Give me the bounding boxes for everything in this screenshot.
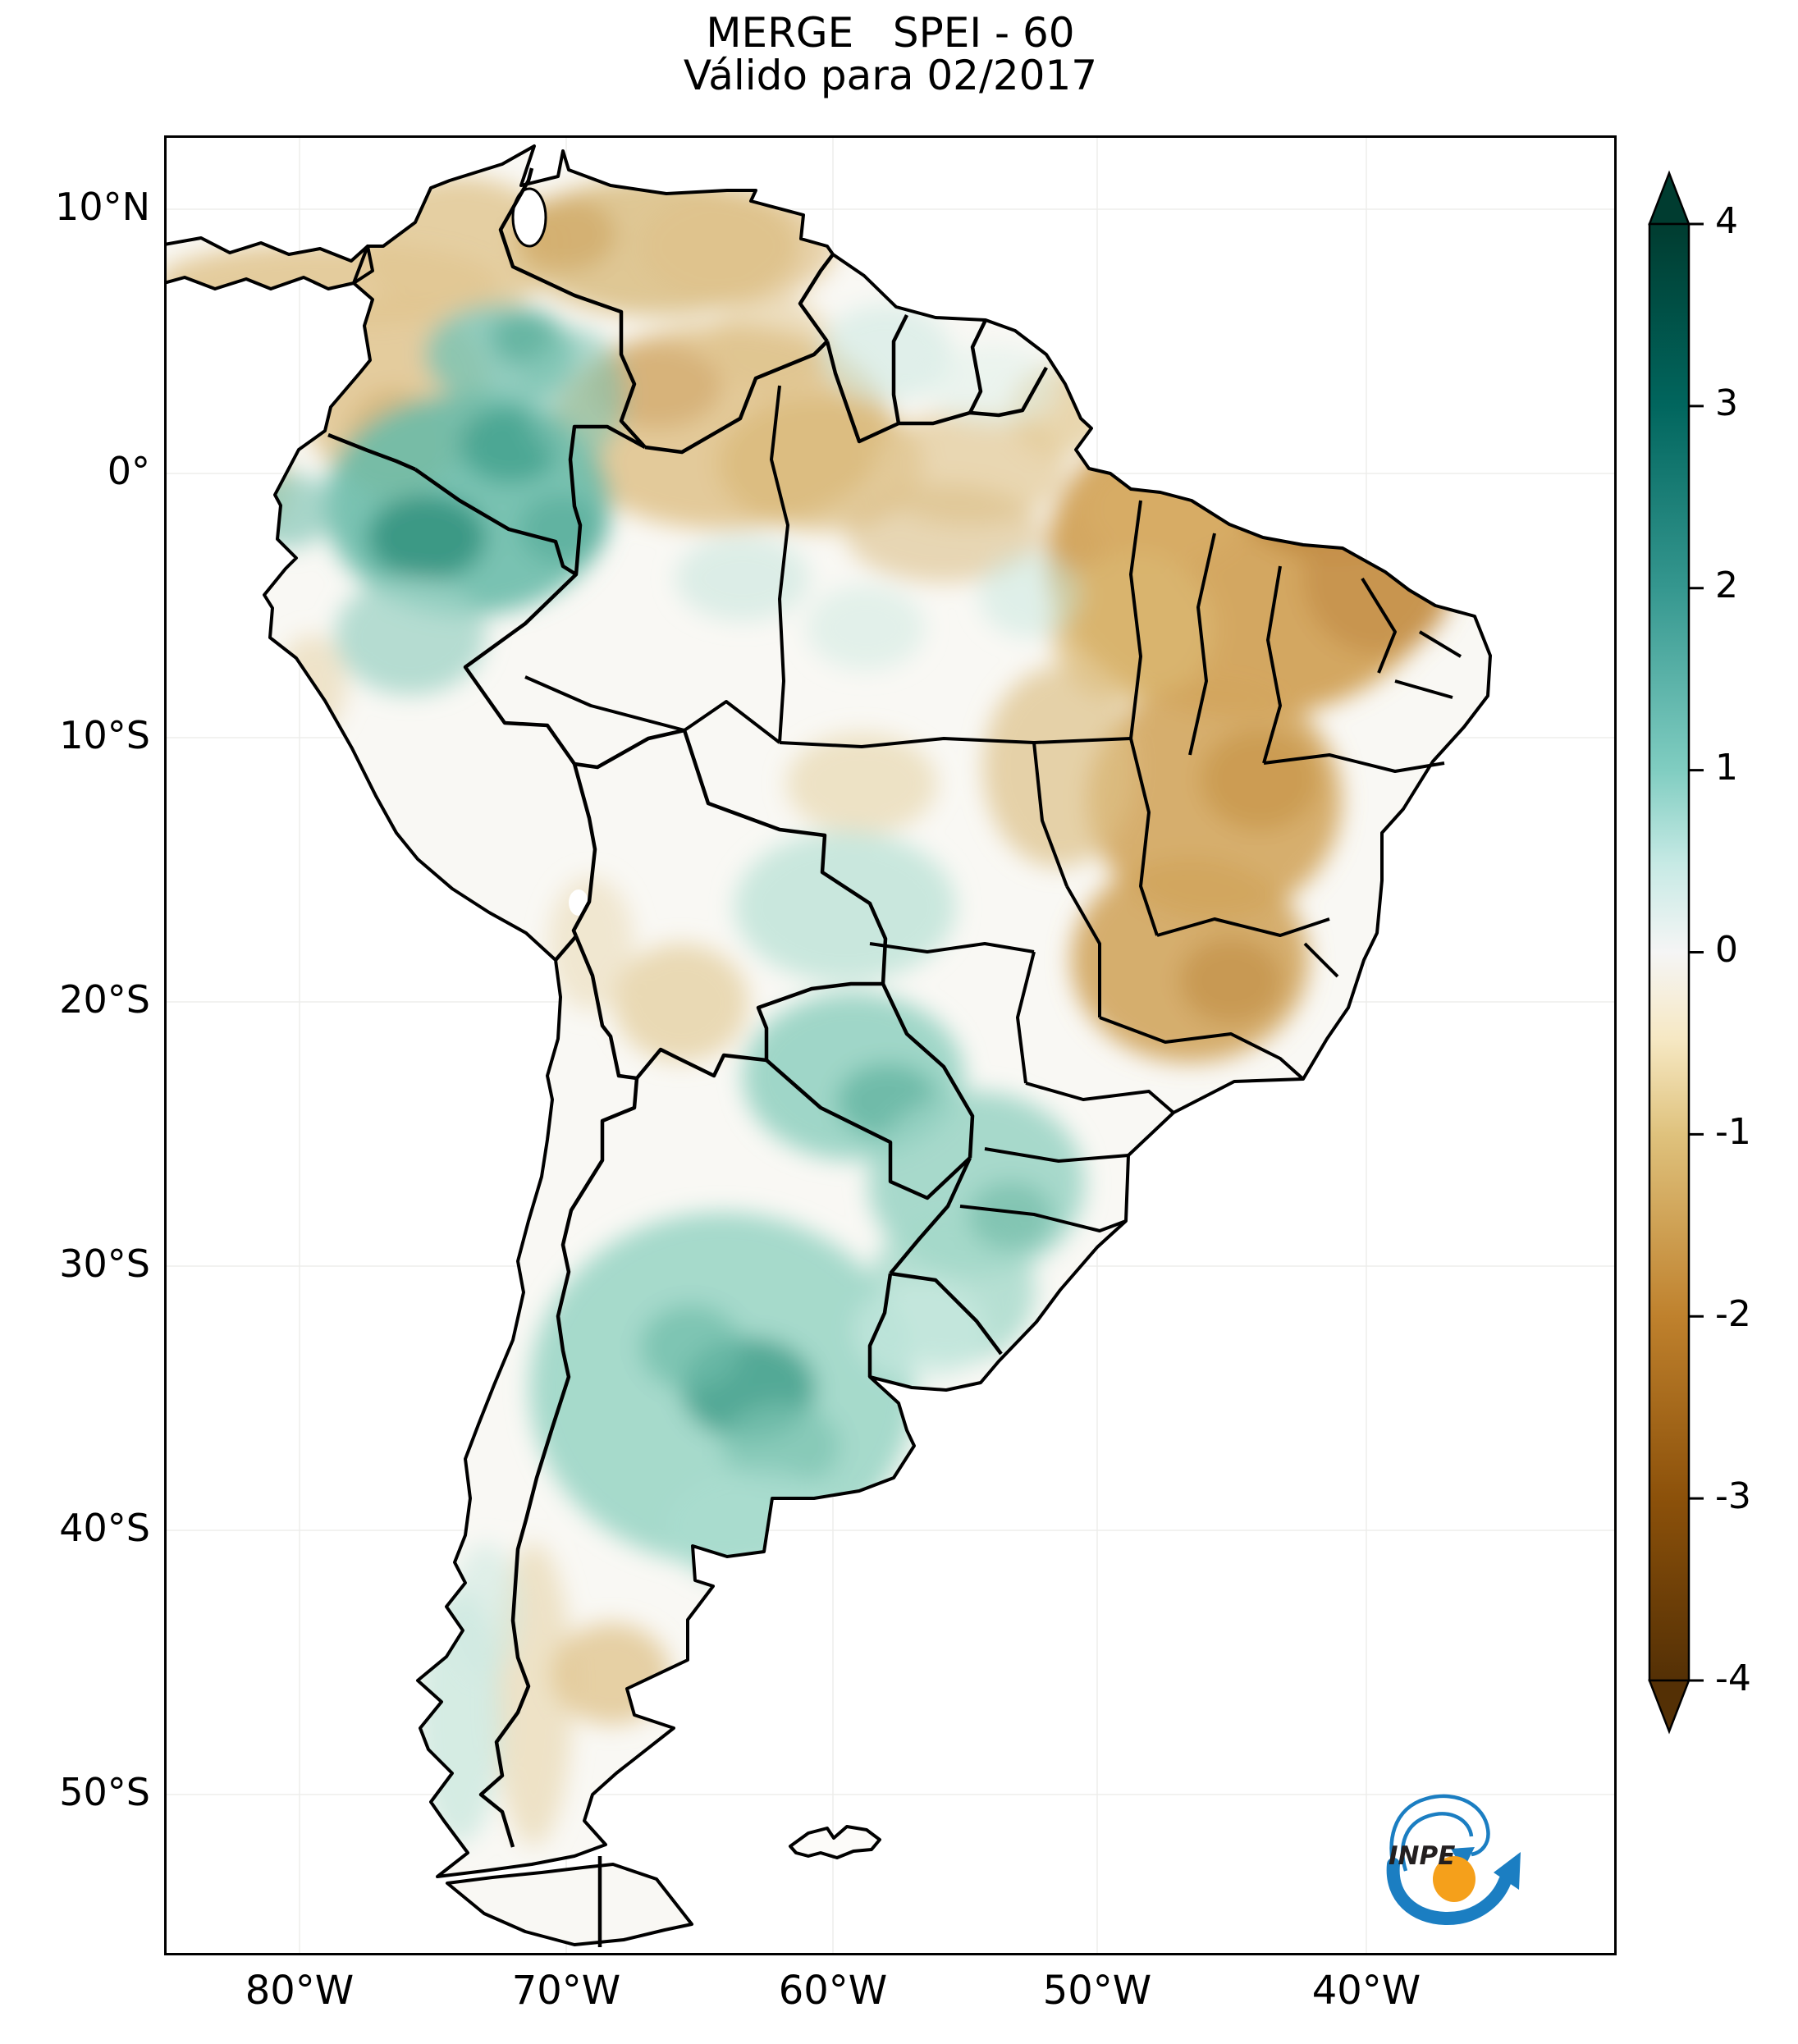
x-tick-60w: 60°W bbox=[778, 1968, 888, 2014]
colorbar bbox=[1648, 170, 1704, 1735]
inpe-logo: INPE bbox=[1386, 1794, 1521, 1925]
y-tick-20s: 20°S bbox=[59, 977, 150, 1022]
y-tick-40s: 40°S bbox=[59, 1506, 150, 1550]
inpe-orbit-arrow-inner bbox=[1401, 1812, 1474, 1872]
x-tick-50w: 50°W bbox=[1042, 1968, 1152, 2014]
y-tick-10s: 10°S bbox=[59, 713, 150, 757]
cb-tick-3: 3 bbox=[1715, 382, 1738, 424]
x-tick-40w: 40°W bbox=[1311, 1968, 1421, 2014]
state-borders bbox=[524, 385, 1462, 1232]
map-panel: INPE bbox=[164, 135, 1617, 1955]
cb-tick-2: 2 bbox=[1715, 565, 1738, 606]
lake-maracaibo bbox=[511, 187, 547, 248]
x-tick-80w: 80°W bbox=[245, 1968, 355, 2014]
colorbar-gradient bbox=[1648, 222, 1690, 1682]
cb-tick-m4: -4 bbox=[1715, 1658, 1751, 1699]
inpe-orange-dot bbox=[1433, 1856, 1475, 1902]
y-tick-50s: 50°S bbox=[59, 1770, 150, 1814]
y-tick-0: 0° bbox=[107, 449, 150, 493]
colorbar-tick-marks bbox=[1689, 222, 1704, 1682]
inpe-swoosh-arrowhead-icon bbox=[1494, 1852, 1521, 1890]
y-tick-10n: 10°N bbox=[55, 185, 150, 229]
colorbar-arrow-top bbox=[1648, 170, 1690, 226]
cb-tick-m1: -1 bbox=[1715, 1111, 1751, 1153]
figure-title: MERGE SPEI - 60 bbox=[706, 9, 1075, 57]
x-tick-70w: 70°W bbox=[511, 1968, 621, 2014]
cb-tick-m3: -3 bbox=[1715, 1475, 1751, 1517]
inpe-swoosh-arrow-icon bbox=[1386, 1858, 1512, 1925]
coastline bbox=[164, 144, 1492, 1946]
y-tick-30s: 30°S bbox=[59, 1241, 150, 1286]
colorbar-arrow-bottom bbox=[1648, 1679, 1690, 1735]
cb-tick-1: 1 bbox=[1715, 747, 1738, 789]
cb-tick-4: 4 bbox=[1715, 200, 1738, 242]
spei-field bbox=[164, 176, 1454, 1846]
figure-subtitle: Válido para 02/2017 bbox=[683, 52, 1098, 99]
map-frame bbox=[164, 135, 1617, 1955]
inpe-orbit-arrow-icon bbox=[1389, 1794, 1490, 1882]
inpe-logo-text: INPE bbox=[1389, 1841, 1455, 1871]
cb-tick-m2: -2 bbox=[1715, 1293, 1751, 1335]
cb-tick-0: 0 bbox=[1715, 929, 1738, 971]
country-borders bbox=[327, 167, 1048, 1947]
